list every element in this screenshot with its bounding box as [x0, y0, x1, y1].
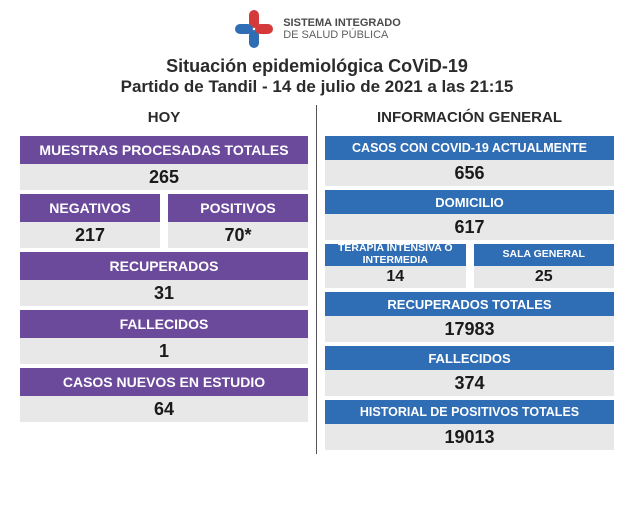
negatives-value: 217 — [20, 222, 160, 248]
negatives-label: NEGATIVOS — [20, 194, 160, 222]
ward-value: 25 — [474, 266, 615, 288]
deceased-value: 1 — [20, 338, 308, 364]
brand-line2: DE SALUD PÚBLICA — [283, 29, 401, 41]
brand-text: SISTEMA INTEGRADO DE SALUD PÚBLICA — [283, 17, 401, 41]
deceased-total-label: FALLECIDOS — [325, 346, 614, 370]
infographic-root: SISTEMA INTEGRADO DE SALUD PÚBLICA Situa… — [0, 0, 634, 525]
col-general: INFORMACIÓN GENERAL CASOS CON COVID-19 A… — [317, 105, 622, 454]
positives-total-label: HISTORIAL DE POSITIVOS TOTALES — [325, 400, 614, 424]
positives-total-value: 19013 — [325, 424, 614, 450]
block-active: CASOS CON COVID-19 ACTUALMENTE 656 — [325, 136, 614, 186]
general-heading: INFORMACIÓN GENERAL — [325, 109, 614, 126]
positives-value: 70* — [168, 222, 308, 248]
block-positives: POSITIVOS 70* — [168, 194, 308, 248]
row-neg-pos: NEGATIVOS 217 POSITIVOS 70* — [20, 194, 308, 248]
block-recovered: RECUPERADOS 31 — [20, 252, 308, 306]
block-positives-total: HISTORIAL DE POSITIVOS TOTALES 19013 — [325, 400, 614, 450]
columns: HOY MUESTRAS PROCESADAS TOTALES 265 NEGA… — [12, 105, 622, 454]
recovered-total-value: 17983 — [325, 316, 614, 342]
block-study: CASOS NUEVOS EN ESTUDIO 64 — [20, 368, 308, 422]
home-label: DOMICILIO — [325, 190, 614, 214]
icu-label: TERAPIA INTENSIVA O INTERMEDIA — [325, 244, 466, 266]
deceased-total-value: 374 — [325, 370, 614, 396]
brand-line1: SISTEMA INTEGRADO — [283, 17, 401, 29]
recovered-total-label: RECUPERADOS TOTALES — [325, 292, 614, 316]
recovered-value: 31 — [20, 280, 308, 306]
active-value: 656 — [325, 160, 614, 186]
samples-label: MUESTRAS PROCESADAS TOTALES — [20, 136, 308, 164]
study-label: CASOS NUEVOS EN ESTUDIO — [20, 368, 308, 396]
block-icu: TERAPIA INTENSIVA O INTERMEDIA 14 — [325, 244, 466, 288]
block-recovered-total: RECUPERADOS TOTALES 17983 — [325, 292, 614, 342]
block-home: DOMICILIO 617 — [325, 190, 614, 240]
row-icu-ward: TERAPIA INTENSIVA O INTERMEDIA 14 SALA G… — [325, 244, 614, 288]
block-negatives: NEGATIVOS 217 — [20, 194, 160, 248]
block-deceased-total: FALLECIDOS 374 — [325, 346, 614, 396]
brand-row: SISTEMA INTEGRADO DE SALUD PÚBLICA — [12, 8, 622, 50]
icu-value: 14 — [325, 266, 466, 288]
ward-label: SALA GENERAL — [474, 244, 615, 266]
today-heading: HOY — [20, 109, 308, 126]
samples-value: 265 — [20, 164, 308, 190]
block-ward: SALA GENERAL 25 — [474, 244, 615, 288]
recovered-label: RECUPERADOS — [20, 252, 308, 280]
home-value: 617 — [325, 214, 614, 240]
logo-cross-icon — [233, 8, 275, 50]
page-title: Situación epidemiológica CoViD-19 — [12, 56, 622, 77]
page-subtitle: Partido de Tandil - 14 de julio de 2021 … — [12, 77, 622, 97]
deceased-label: FALLECIDOS — [20, 310, 308, 338]
block-samples: MUESTRAS PROCESADAS TOTALES 265 — [20, 136, 308, 190]
col-today: HOY MUESTRAS PROCESADAS TOTALES 265 NEGA… — [12, 105, 317, 454]
block-deceased: FALLECIDOS 1 — [20, 310, 308, 364]
active-label: CASOS CON COVID-19 ACTUALMENTE — [325, 136, 614, 160]
study-value: 64 — [20, 396, 308, 422]
positives-label: POSITIVOS — [168, 194, 308, 222]
